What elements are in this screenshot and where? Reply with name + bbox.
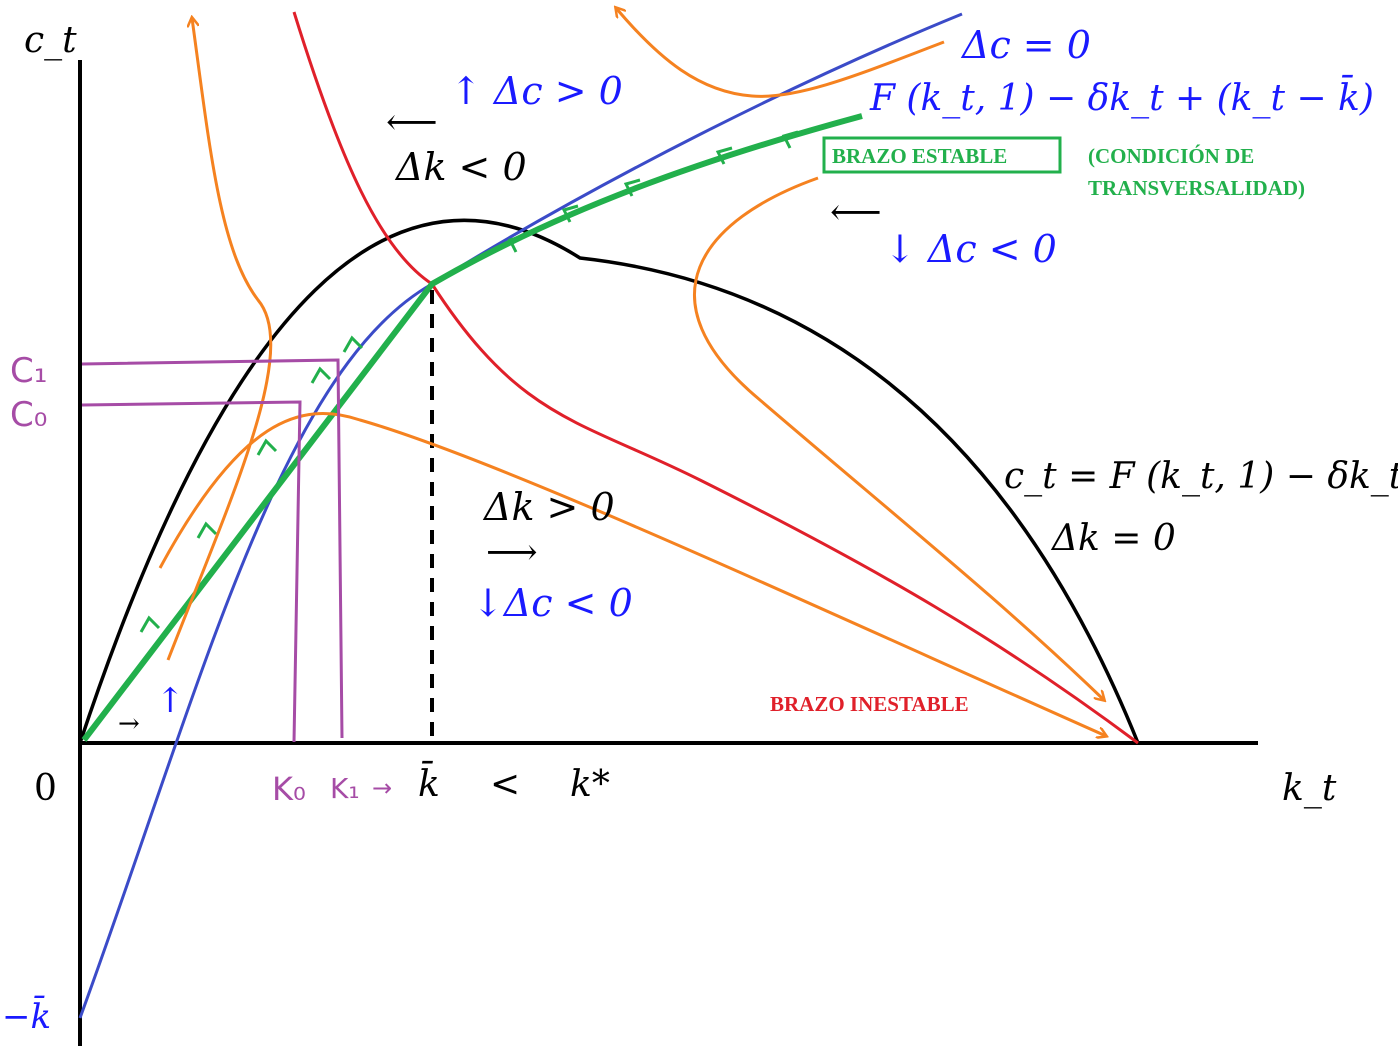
y-axis-label: c_t bbox=[24, 20, 77, 61]
k-star-label: k* bbox=[570, 764, 610, 805]
small-up-arrow: ↑ bbox=[156, 681, 185, 721]
small-right-arrow: → bbox=[118, 709, 140, 739]
dk-zero-label: Δk = 0 bbox=[1050, 518, 1176, 559]
less-than-label: < bbox=[490, 764, 520, 805]
c1-label: C₁ bbox=[10, 351, 47, 391]
stable-arm-label: BRAZO ESTABLE bbox=[832, 144, 1007, 168]
k1-label: K₁ bbox=[330, 772, 360, 805]
k-bar-label: k̄ bbox=[418, 761, 440, 805]
region-bottom-arrow: ⟶ bbox=[486, 532, 538, 573]
region-bottom-dc: ↓Δc < 0 bbox=[472, 581, 633, 625]
region-top-right-arrow: ⟵ bbox=[830, 192, 882, 233]
unstable-arm-label: BRAZO INESTABLE bbox=[770, 692, 969, 716]
stable-arm bbox=[84, 116, 862, 740]
dc-zero-formula: F (k_t, 1) − δk_t + (k_t − k̄) bbox=[869, 75, 1374, 119]
transversality-label-2: TRANSVERSALIDAD) bbox=[1088, 176, 1305, 200]
region-top-left-dk: Δk < 0 bbox=[394, 145, 527, 189]
region-top-left-arrow: ⟵ bbox=[386, 102, 438, 143]
dc-zero-label: Δc = 0 bbox=[960, 23, 1091, 67]
c0-label: C₀ bbox=[10, 395, 47, 435]
transversality-label-1: (CONDICIÓN DE bbox=[1088, 144, 1254, 168]
origin-label: 0 bbox=[34, 768, 57, 809]
neg-kbar-label: −k̄ bbox=[2, 995, 51, 1037]
k0-label: K₀ bbox=[272, 770, 306, 808]
region-bottom-dk: Δk > 0 bbox=[482, 485, 615, 529]
region-top-left-dc: ↑ Δc > 0 bbox=[450, 69, 623, 113]
k1-arrow: → bbox=[372, 774, 392, 802]
region-top-right-dc: ↓ Δc < 0 bbox=[884, 227, 1057, 271]
x-axis-label: k_t bbox=[1282, 768, 1337, 809]
dk-zero-formula: c_t = F (k_t, 1) − δk_t bbox=[1004, 456, 1398, 497]
